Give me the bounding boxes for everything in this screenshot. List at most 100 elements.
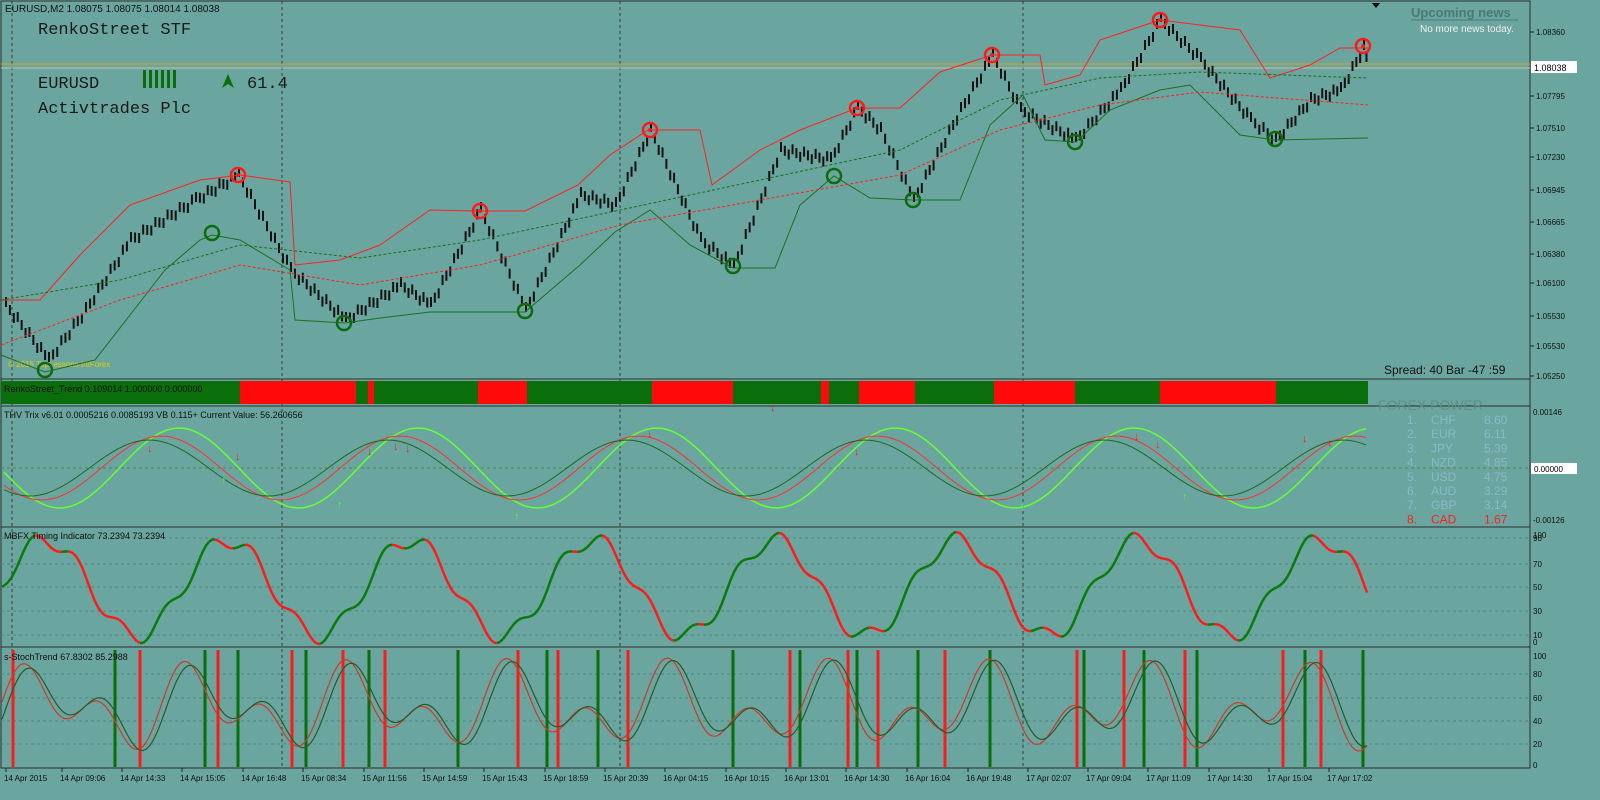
mbfx-segment <box>972 554 979 560</box>
news-title: Upcoming news <box>1411 5 1511 20</box>
mbfx-segment <box>1176 569 1183 577</box>
mbfx-segment <box>181 590 186 596</box>
trend-panel-label: RenkoStreet_Trend 0.109014 1.000000 0.00… <box>4 384 202 394</box>
mbfx-segment <box>595 534 600 539</box>
mbfx-segment <box>81 569 88 578</box>
mbfx-segment <box>1219 624 1224 629</box>
mbfx-segment <box>73 553 78 559</box>
renko-brick <box>1039 118 1042 129</box>
renko-brick <box>422 292 425 302</box>
mbfx-segment <box>709 619 714 625</box>
mbfx-segment <box>1107 566 1114 572</box>
current-price-label: 1.08038 <box>1534 63 1567 73</box>
renko-brick <box>234 172 237 183</box>
mbfx-segment <box>1057 634 1062 638</box>
dropdown-arrow-icon[interactable] <box>1372 3 1380 8</box>
mbfx-segment <box>1359 575 1366 585</box>
mbfx-segment <box>586 543 591 549</box>
mbfx-segment <box>1068 623 1075 631</box>
renko-brick <box>932 160 935 171</box>
mbfx-segment <box>1188 599 1195 609</box>
renko-brick <box>595 194 598 205</box>
renko-brick <box>1282 129 1285 140</box>
renko-brick <box>638 147 641 157</box>
mbfx-segment <box>121 621 126 627</box>
renko-brick <box>853 107 856 118</box>
strength-currency: CAD <box>1431 512 1457 526</box>
renko-brick <box>433 292 436 303</box>
renko-brick <box>20 320 23 330</box>
mbfx-segment <box>477 617 484 625</box>
mbfx-segment <box>786 540 793 548</box>
renko-brick <box>1031 108 1034 119</box>
renko-brick <box>12 313 15 323</box>
renko-brick <box>282 253 284 264</box>
mbfx-segment <box>4 581 9 586</box>
strategy-title: RenkoStreet STF <box>38 21 191 40</box>
mbfx-segment <box>349 606 354 610</box>
swing-high-dot <box>990 53 994 57</box>
renko-brick <box>972 81 974 92</box>
renko-brick <box>1063 131 1066 142</box>
renko-brick <box>708 244 711 255</box>
renko-brick <box>178 202 181 212</box>
mbfx-segment <box>247 544 252 548</box>
mbfx-segment <box>909 574 916 581</box>
mbfx-segment <box>352 605 357 609</box>
renko-brick <box>849 120 852 131</box>
mbfx-segment <box>706 622 711 626</box>
renko-brick <box>1103 103 1106 114</box>
mbfx-segment <box>397 545 402 549</box>
renko-brick <box>1306 102 1309 113</box>
renko-brick <box>768 171 771 181</box>
mbfx-segment <box>952 530 957 535</box>
window-title: EURUSD,M2 1.08075 1.08075 1.08014 1.0803… <box>5 4 220 15</box>
renko-brick <box>380 289 383 300</box>
swing-high-marker <box>641 121 659 139</box>
trix-sell-arrow: ↓ <box>647 428 653 440</box>
mbfx-segment <box>292 610 297 615</box>
mbfx-segment <box>1060 634 1065 638</box>
renko-brick <box>214 186 217 197</box>
renko-brick <box>1226 87 1229 98</box>
mbfx-segment <box>657 618 664 627</box>
stoch-axis-label: 0 <box>1533 761 1538 770</box>
mbfx-segment <box>736 562 741 568</box>
renko-brick <box>453 253 456 264</box>
renko-brick <box>508 268 511 279</box>
renko-brick <box>36 343 39 353</box>
renko-brick <box>532 291 535 302</box>
mbfx-segment <box>532 611 537 617</box>
mbfx-segment <box>1143 542 1150 548</box>
mbfx-segment <box>894 609 901 619</box>
mbfx-segment <box>303 626 310 634</box>
renko-brick <box>64 332 67 343</box>
mbfx-segment <box>546 578 553 589</box>
renko-brick <box>1004 70 1006 81</box>
mbfx-segment <box>235 545 240 550</box>
renko-brick <box>198 192 201 203</box>
renko-brick <box>1136 57 1138 67</box>
mbfx-segment <box>961 534 966 540</box>
mbfx-segment <box>469 602 474 609</box>
broker-label: Activtrades Plc <box>38 100 191 119</box>
ma-green-line <box>0 71 1369 301</box>
mbfx-segment <box>115 617 120 621</box>
mbfx-segment <box>90 593 97 602</box>
mbfx-segment <box>1033 627 1038 632</box>
mbfx-segment <box>679 633 684 639</box>
renko-brick <box>441 275 444 286</box>
renko-brick <box>356 304 359 315</box>
mbfx-segment <box>355 602 360 608</box>
trix-buy-arrow: ↑ <box>1020 501 1026 513</box>
mbfx-segment <box>205 540 210 547</box>
mbfx-segment <box>1054 632 1059 637</box>
trix-panel-label: THV Trix v6.01 0.0005216 0.0085193 VB 0.… <box>4 410 303 420</box>
time-label: 16 Apr 16:04 <box>905 774 951 783</box>
stoch-axis-label: 60 <box>1533 694 1542 703</box>
main-price-plot <box>0 11 1372 379</box>
renko-brick <box>776 157 779 168</box>
mbfx-segment <box>792 552 799 560</box>
renko-brick <box>68 330 71 341</box>
